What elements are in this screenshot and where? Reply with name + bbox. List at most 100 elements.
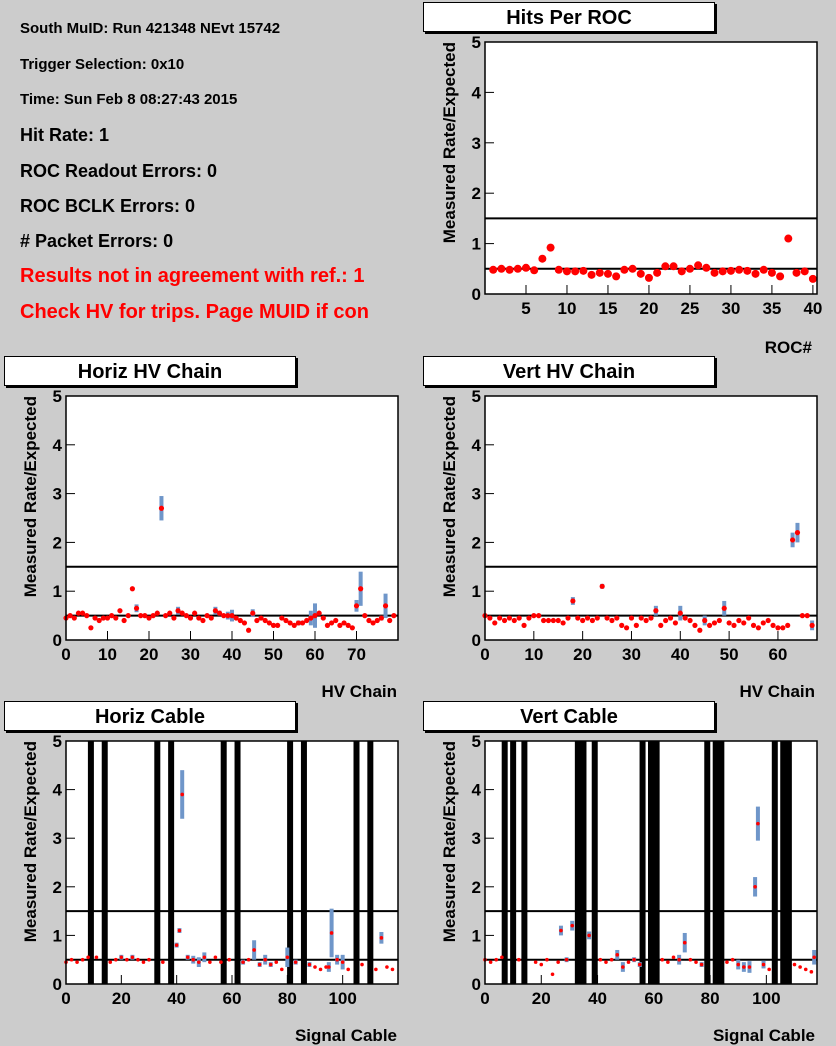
vert_cable-data-point	[494, 957, 499, 962]
horiz_cable-data-point	[241, 960, 245, 964]
vert_hv_chain-data-point	[697, 627, 703, 633]
hits_per_roc-data-point	[497, 264, 506, 273]
horiz_cable-data-point	[69, 957, 74, 962]
vert_cable-y-tick-label: 0	[472, 975, 481, 994]
hits_per_roc-data-point	[751, 269, 760, 278]
horiz_hv_chain-data-point	[275, 622, 281, 628]
vert_cable-dead-channel-bar	[653, 741, 660, 984]
horiz_cable-y-tick-label: 4	[53, 781, 63, 800]
horiz_hv_chain-data-point	[146, 615, 152, 621]
vert_cable-data-point	[564, 957, 569, 962]
vert_hv_chain-data-point	[614, 615, 620, 621]
hits_per_roc-x-tick-label: 35	[762, 299, 781, 318]
horiz_cable-data-point	[177, 928, 182, 933]
horiz_hv_chain-data-point	[316, 610, 322, 616]
horiz_cable-data-point	[108, 960, 113, 964]
horiz_cable-data-point	[268, 962, 273, 967]
horiz_hv_chain-data-point	[329, 620, 335, 626]
run-info-text: South MuID: Run 421348 NEvt 15742	[20, 20, 281, 37]
horiz_hv_chain-data-point	[221, 613, 227, 619]
hits_per_roc-y-tick-label: 0	[472, 285, 481, 304]
vert_hv_chain-data-point	[584, 615, 591, 621]
vert_cable-data-point	[812, 955, 816, 960]
horiz_hv_chain-x-tick-label: 50	[264, 645, 283, 664]
vert_hv_chain-data-point	[653, 608, 659, 614]
vert_hv_chain-y-tick-label: 2	[472, 533, 481, 552]
vert_cable-data-point	[699, 962, 704, 967]
hits_per_roc-data-point	[595, 268, 604, 277]
horiz_cable-data-point	[197, 960, 201, 964]
horiz_cable-dead-channel-bar	[101, 741, 108, 984]
run-info-panel: South MuID: Run 421348 NEvt 15742 Trigge…	[0, 0, 418, 340]
horiz_cable-data-point	[335, 957, 339, 962]
hits_per_roc-data-point	[735, 265, 744, 274]
vert_cable-data-point	[761, 962, 766, 967]
vert_hv_chain-data-point	[789, 537, 796, 543]
horiz_cable-data-point	[86, 955, 90, 960]
hits_per_roc-data-point	[505, 265, 514, 274]
horiz_cable-data-point	[390, 967, 395, 972]
hv-warning-text: Check HV for trips. Page MUID if con	[20, 301, 369, 323]
vert_cable-y-tick-label: 5	[472, 732, 481, 751]
hits_per_roc-y-tick-label: 4	[472, 83, 482, 102]
hits_per_roc-data-point	[800, 267, 809, 276]
vert_hv_chain-data-point	[682, 615, 688, 621]
hits_per_roc-data-point	[538, 254, 547, 263]
horiz_hv_chain-data-point	[258, 615, 264, 621]
hits_per_roc-data-point	[718, 267, 727, 276]
horiz_cable-dead-channel-bar	[287, 741, 294, 984]
horiz_cable-data-point	[340, 960, 345, 964]
horiz_cable-data-point	[213, 955, 218, 960]
horiz_cable-dead-channel-bar	[154, 741, 161, 984]
hits-per-roc-title: Hits Per ROC	[423, 2, 715, 32]
horiz_hv_chain-data-point	[142, 613, 148, 619]
horiz_hv_chain-data-point	[88, 625, 94, 631]
hits_per_roc-x-tick-label: 30	[721, 299, 740, 318]
horiz_hv_chain-x-tick-label: 10	[98, 645, 117, 664]
vert_hv_chain-data-point	[711, 620, 718, 626]
vert_hv_chain-data-point	[604, 615, 610, 621]
horiz_hv_chain-data-point	[96, 617, 102, 624]
horiz_cable-dead-channel-bar	[367, 741, 374, 984]
vert_cable-data-point	[533, 960, 538, 964]
vert_cable-data-point	[730, 957, 735, 962]
horiz_hv_chain-data-point	[183, 613, 189, 619]
hits_per_roc-frame	[484, 41, 818, 295]
vert_hv_chain-x-tick-label: 30	[622, 645, 641, 664]
horiz_cable-y-axis-label: Measured Rate/Expected	[21, 741, 40, 942]
horiz_cable-x-tick-label: 80	[278, 989, 297, 1008]
horiz_hv_chain-data-point	[192, 610, 198, 616]
horiz_hv_chain-data-point	[254, 617, 260, 624]
horiz_hv_chain-data-point	[320, 615, 326, 621]
vert_cable-data-point	[545, 957, 549, 962]
vert_cable-data-point	[609, 957, 614, 962]
vert_cable-data-point	[660, 957, 665, 962]
vert_cable-dead-channel-bar	[712, 741, 719, 984]
vert_hv_chain-data-point	[594, 615, 600, 621]
vert_hv_chain-data-point	[702, 617, 708, 624]
horiz_cable-data-point	[313, 965, 317, 969]
horiz_hv_chain-data-point	[229, 613, 235, 619]
hits_per_roc-data-point	[636, 269, 645, 278]
horiz_cable-data-point	[274, 960, 279, 964]
horiz_hv_chain-x-axis-label: HV Chain	[321, 682, 397, 701]
vert_hv_chain-data-point	[804, 613, 810, 619]
vert_hv_chain-data-point	[633, 622, 639, 628]
vert_hv_chain-data-point	[487, 615, 493, 621]
vert_cable-dead-channel-bar	[648, 741, 654, 984]
horiz_hv_chain-data-point	[75, 610, 82, 616]
hits_per_roc-data-point	[620, 265, 629, 274]
horiz_hv_chain-x-tick-label: 30	[181, 645, 200, 664]
hits_per_roc-data-point	[587, 270, 596, 279]
horiz_cable-plot-area	[66, 741, 398, 984]
vert_hv_chain-data-point	[609, 617, 615, 624]
vert_hv_chain-data-point	[648, 615, 654, 621]
horiz_hv_chain-data-point	[333, 617, 339, 624]
vert_hv_chain-data-point	[560, 620, 566, 626]
horiz-hv-chain-title: Horiz HV Chain	[4, 356, 296, 386]
vert_hv_chain-x-tick-label: 0	[480, 645, 489, 664]
vert_hv_chain-data-point	[501, 617, 508, 624]
horiz_hv_chain-data-point	[179, 610, 185, 616]
horiz_hv_chain-data-point	[171, 615, 177, 621]
